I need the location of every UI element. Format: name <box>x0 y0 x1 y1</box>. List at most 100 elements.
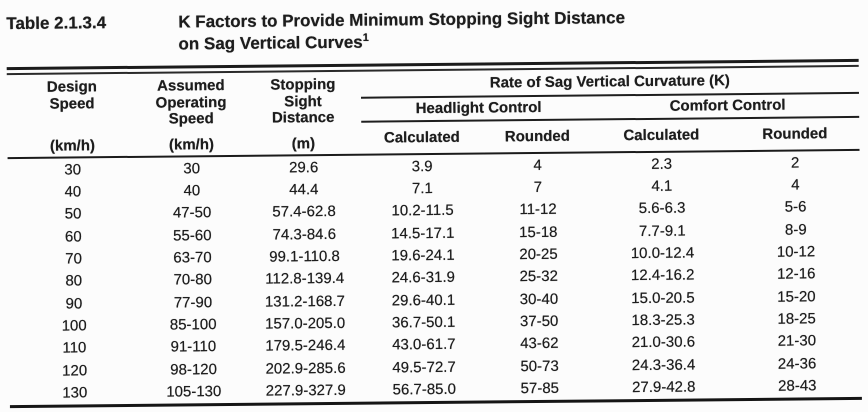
header-comfort-calculated: Calculated <box>623 126 700 145</box>
table-cell: 43-62 <box>520 335 559 353</box>
table-cell: 57.4-62.8 <box>272 203 336 221</box>
table-cell: 14.5-17.1 <box>391 224 455 243</box>
table-cell: 4 <box>533 156 542 174</box>
table-cell: 12.4-16.2 <box>630 266 695 285</box>
table-cell: 29.6-40.1 <box>391 291 456 310</box>
table-cell: 100 <box>61 317 87 335</box>
table-cell: 7.1 <box>411 179 433 198</box>
table-cell: 56.7-85.0 <box>392 380 457 399</box>
table-cell: 30 <box>64 160 82 179</box>
table-cell: 74.3-84.6 <box>272 225 337 244</box>
table-cell: 37-50 <box>519 312 559 331</box>
table-cell: 10-12 <box>776 243 816 261</box>
table-cell: 24-36 <box>777 355 817 373</box>
table-cell: 27.9-42.8 <box>632 378 696 397</box>
table-cell: 40 <box>183 182 201 200</box>
table-title-line2: on Sag Vertical Curves <box>178 33 363 54</box>
table-cell: 47-50 <box>172 204 212 222</box>
table-cell: 10.2-11.5 <box>391 202 454 220</box>
table-cell: 25-32 <box>519 268 558 286</box>
table-cell: 55-60 <box>173 226 212 245</box>
table-cell: 60 <box>64 228 82 246</box>
table-cell: 105-130 <box>166 383 222 401</box>
table-cell: 5.6-6.3 <box>638 199 686 218</box>
table-cell: 4.1 <box>651 177 673 195</box>
footnote-marker: 1 <box>362 32 369 45</box>
table-cell: 15-18 <box>519 223 558 241</box>
table-header: Design Speed (km/h) Assumed Operating Sp… <box>6 66 860 159</box>
table-cell: 44.4 <box>289 181 319 199</box>
table-cell: 24.6-31.9 <box>391 269 455 287</box>
header-left-columns: Design Speed (km/h) Assumed Operating Sp… <box>7 72 362 157</box>
table-cell: 21-30 <box>777 332 817 351</box>
header-comfort-rounded: Rounded <box>762 125 828 144</box>
table-cell: 36.7-50.1 <box>391 313 456 332</box>
table-cell: 20-25 <box>519 245 558 264</box>
table-cell: 10.0-12.4 <box>630 244 695 263</box>
header-unit: (km/h) <box>49 137 96 155</box>
table-cell: 80 <box>65 272 83 290</box>
table-cell: 110 <box>62 339 87 357</box>
table-cell: 227.9-327.9 <box>265 381 346 400</box>
table-body: 30 30 29.6 3.9 4 2.3 2 40 40 44.4 7.1 7 4.1 4 50 47-50 5… <box>7 150 862 408</box>
table-cell: 8-9 <box>784 221 807 239</box>
table-cell: 3.9 <box>411 157 433 175</box>
header-comfort-control: Comfort Control <box>669 96 786 115</box>
table-cell: 120 <box>62 362 88 380</box>
table-cell: 99.1-110.8 <box>269 247 340 266</box>
table-cell: 131.2-168.7 <box>264 292 346 311</box>
table-cell: 98-120 <box>170 360 218 379</box>
table-cell: 11-12 <box>519 201 557 219</box>
header-design-speed: Design Speed (km/h) <box>7 74 138 157</box>
header-stopping-sight-distance: Stopping Sight Distance (m) <box>245 72 362 155</box>
table-cell: 70 <box>65 250 82 268</box>
table-number: Table 2.1.3.4 <box>6 13 107 34</box>
table-cell: 7.7-9.1 <box>638 222 686 240</box>
header-headlight-rounded: Rounded <box>504 127 570 146</box>
table-cell: 57-85 <box>520 379 560 398</box>
table-title: K Factors to Provide Minimum Stopping Si… <box>178 7 625 56</box>
table-cell: 40 <box>64 183 82 201</box>
table-cell: 12-16 <box>776 265 816 284</box>
table-cell: 2.3 <box>651 155 673 173</box>
table-cell: 28-43 <box>778 377 817 395</box>
header-headlight-control: Headlight Control <box>415 98 542 117</box>
table-cell: 130 <box>62 384 88 402</box>
table-caption: Table 2.1.3.4 K Factors to Provide Minim… <box>0 0 867 58</box>
header-unit: (km/h) <box>168 136 215 154</box>
table-cell: 50 <box>64 205 82 223</box>
table-title-line1: K Factors to Provide Minimum Stopping Si… <box>178 8 626 32</box>
header-leaf-row: Calculated Rounded Calculated Rounded <box>361 118 859 153</box>
table-cell: 77-90 <box>173 293 213 312</box>
table-cell: 50-73 <box>520 357 559 375</box>
table-cell: 2 <box>790 154 800 172</box>
table-cell: 30 <box>183 159 201 177</box>
table-cell: 7 <box>533 178 543 196</box>
table-cell: 157.0-205.0 <box>265 314 346 333</box>
k-factors-table: Design Speed (km/h) Assumed Operating Sp… <box>6 58 862 408</box>
table-cell: 15.0-20.5 <box>631 289 695 307</box>
header-title: Stopping Sight Distance <box>270 75 336 128</box>
table-cell: 18.3-25.3 <box>631 311 695 330</box>
table-cell: 4 <box>791 176 800 194</box>
table-cell: 63-70 <box>173 249 212 267</box>
table-cell: 18-25 <box>777 310 816 328</box>
header-headlight-calculated: Calculated <box>383 129 460 147</box>
table-cell: 15-20 <box>777 288 816 306</box>
table-cell: 90 <box>65 295 83 313</box>
table-cell: 70-80 <box>173 271 213 289</box>
table-cell: 112.8-139.4 <box>265 270 345 288</box>
table-cell: 202.9-285.6 <box>265 359 346 378</box>
table-cell: 179.5-246.4 <box>265 337 346 356</box>
table-cell: 85-100 <box>169 316 217 334</box>
table-cell: 49.5-72.7 <box>392 358 456 377</box>
table-cell: 29.6 <box>288 158 319 176</box>
table-cell: 43.0-61.7 <box>392 336 456 354</box>
header-k-group: Rate of Sag Vertical Curvature (K) Headl… <box>360 66 860 154</box>
table-cell: 24.3-36.4 <box>631 356 696 374</box>
table-cell: 30-40 <box>519 290 559 308</box>
table-cell: 91-110 <box>170 338 217 356</box>
table-cell: 19.6-24.1 <box>391 246 455 265</box>
